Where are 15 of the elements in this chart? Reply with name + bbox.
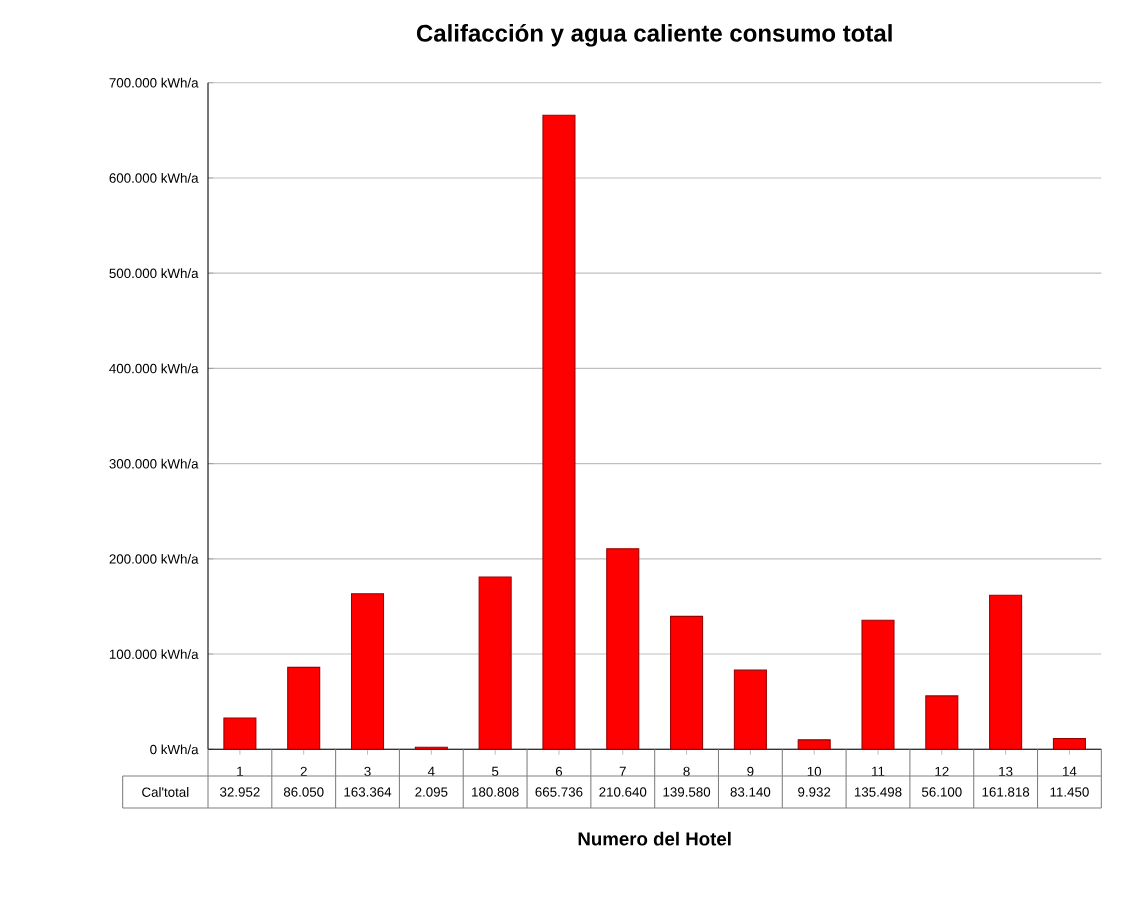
chart-title: Califacción y agua caliente consumo total bbox=[416, 23, 892, 47]
x-axis-title: Numero del Hotel bbox=[578, 831, 731, 846]
bar bbox=[223, 717, 257, 750]
bar bbox=[989, 594, 1023, 750]
bar bbox=[1052, 737, 1086, 750]
bar bbox=[797, 739, 831, 750]
bar bbox=[478, 576, 512, 750]
bar bbox=[733, 669, 767, 750]
bar bbox=[542, 114, 576, 750]
bar bbox=[350, 592, 385, 750]
bar bbox=[606, 547, 640, 750]
bar bbox=[670, 615, 704, 750]
bar bbox=[861, 619, 895, 750]
bar bbox=[925, 695, 959, 750]
bar bbox=[287, 666, 321, 750]
